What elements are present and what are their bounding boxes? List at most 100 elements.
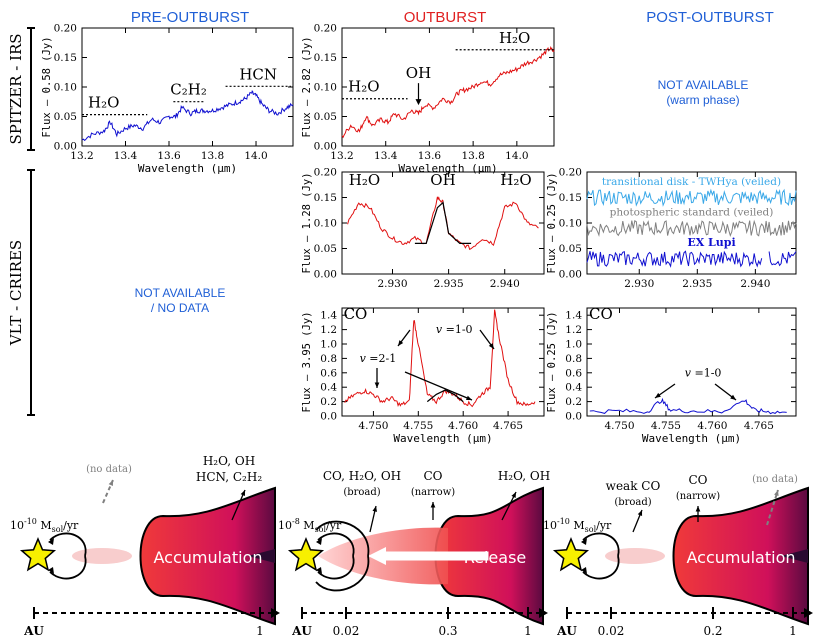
rate-exp: -8 [292,517,300,526]
au-tick-label: 0.02 [333,624,360,638]
narrow-arrow-head [430,502,436,508]
au-tick-label: 1 [256,624,264,638]
annotation-v-rest: =1-0 [442,323,472,336]
species-label: weak CO [606,479,661,493]
series-pre [81,90,294,142]
legend-label: photospheric standard (veiled) [610,206,774,218]
y-tick-label: 0.05 [314,243,337,255]
rate-sub: sol [52,525,64,534]
y-tick-label: 0.10 [314,218,337,230]
y-tick-label: 0.05 [314,111,337,123]
y-tick-label: 0.20 [559,167,582,179]
series-model [414,201,472,244]
disk-midplane [781,549,808,563]
au-tick-label: 1 [524,624,532,638]
rate-sub: sol [585,525,597,534]
x-axis-label: Wavelength (μm) [393,432,492,445]
series-out [341,45,555,139]
y-tick-label: 0.20 [314,23,337,35]
accretion-arc [582,532,620,557]
species-sublabel: (narrow) [676,491,720,502]
x-tick-label: 13.6 [418,150,442,162]
x-tick-label: 14.0 [244,150,267,162]
broad-arrow-head [637,510,643,516]
y-axis-label: Flux – 0.58 (Jy) [41,36,53,137]
spitzer-row-label: SPITZER - IRS [7,33,25,144]
annotation-label: H₂O [349,171,380,189]
y-tick-label: 0.0 [565,411,582,423]
accretion-arc-outer [315,520,370,557]
y-tick-label: 0.00 [54,141,77,153]
y-tick-label: 0.15 [314,192,337,204]
y-tick-label: 0.10 [54,82,77,94]
chart-spitzer_out: 13.2 13.4 13.6 13.8 14.0 0.00 0.05 0.10 0.15 0.20… [301,23,555,175]
y-tick-label: 0.2 [320,396,337,408]
annotation-arrowhead [415,99,422,106]
rate-base: 10 [543,519,557,532]
chart-crires_co_post: 4.750 4.755 4.760 4.765 0.0 0.2 0.4 0.6 0.8 1.0 1.… [546,305,797,445]
au-axis-head [539,608,548,618]
x-tick-label: 2.930 [624,278,654,290]
x-tick-label: 13.2 [330,150,353,162]
y-tick-label: 0.10 [559,218,582,230]
accretion-rate: 10-8 Msol/yr [278,517,342,534]
x-tick-label: 13.2 [70,150,93,162]
y-tick-label: 1.4 [320,310,337,322]
annotation-label: H₂O [499,29,530,47]
x-tick-label: 2.940 [740,278,770,290]
chart-crires_co: 4.750 4.755 4.760 4.765 0.0 0.2 0.4 0.6 0.8 1.0 1.… [301,305,545,445]
accretion-arc [317,532,355,557]
rate-tail: /yr [326,519,342,532]
y-tick-label: 0.0 [320,411,337,423]
chart-crires_oh_post: 2.930 2.935 2.940 0.00 0.05 0.10 0.15 0.20Flux … [546,167,797,290]
y-tick-label: 0.8 [320,353,337,365]
annotation-v: v [436,323,443,336]
accretion-arc-head [581,567,587,574]
header-post-outburst: POST-OUTBURST [646,9,774,26]
annotation-label: v =2-1 [360,352,397,365]
co-post-arrow-left-head [655,392,661,398]
x-tick-label: 4.760 [697,420,727,432]
y-tick-label: 0.4 [320,382,337,394]
species-arrow-head [240,490,245,496]
x-tick-label: 2.935 [434,278,464,290]
x-tick-label: 13.8 [201,150,224,162]
crires-pre-not-available: NOT AVAILABLE / NO DATA [90,286,270,316]
y-tick-label: 0.20 [314,167,337,179]
accretion-arc [582,555,620,580]
y-tick-label: 0.4 [565,382,582,394]
rate-sub: sol [315,525,327,534]
species-label: CO [688,473,707,487]
no-data-label: (no data) [86,464,132,475]
co-post-arrow-right-head [730,394,736,400]
co-v21-arrow-right-head [466,395,472,401]
x-tick-label: 4.760 [448,420,478,432]
rate-m: M [300,519,315,532]
species-label: CO [423,469,442,483]
accretion-arc [49,532,87,557]
annotation-v: v [685,366,692,379]
rate-m: M [570,519,585,532]
y-axis-label: Flux – 3.95 (Jy) [301,311,313,412]
x-axis-label: Wavelength (μm) [642,432,741,445]
y-tick-label: 1.4 [565,310,582,322]
accretion-arc-head [581,538,587,545]
annotation-v-rest: =1-0 [691,366,721,379]
y-tick-label: 0.6 [320,367,337,379]
y-tick-label: 1.2 [565,324,582,336]
y-tick-label: 0.05 [54,111,77,123]
disk-label: Release [464,548,527,567]
star-icon [287,537,325,572]
header-pre-outburst: PRE-OUTBURST [130,9,250,26]
co-v10-arrow-left-head [398,340,404,346]
disk-shape [139,486,276,626]
disk-shape [672,486,809,626]
narrow-arrow-head [695,506,701,512]
x-tick-label: 13.6 [157,150,181,162]
chart-crires_oh: 2.930 2.935 2.940 0.00 0.05 0.10 0.15 0.20Flux … [301,167,545,290]
accretion-arc [317,555,355,580]
na-line-2: (warm phase) [666,93,740,107]
species-label: H₂O, OH [498,469,550,483]
accretion-arc [49,555,87,580]
